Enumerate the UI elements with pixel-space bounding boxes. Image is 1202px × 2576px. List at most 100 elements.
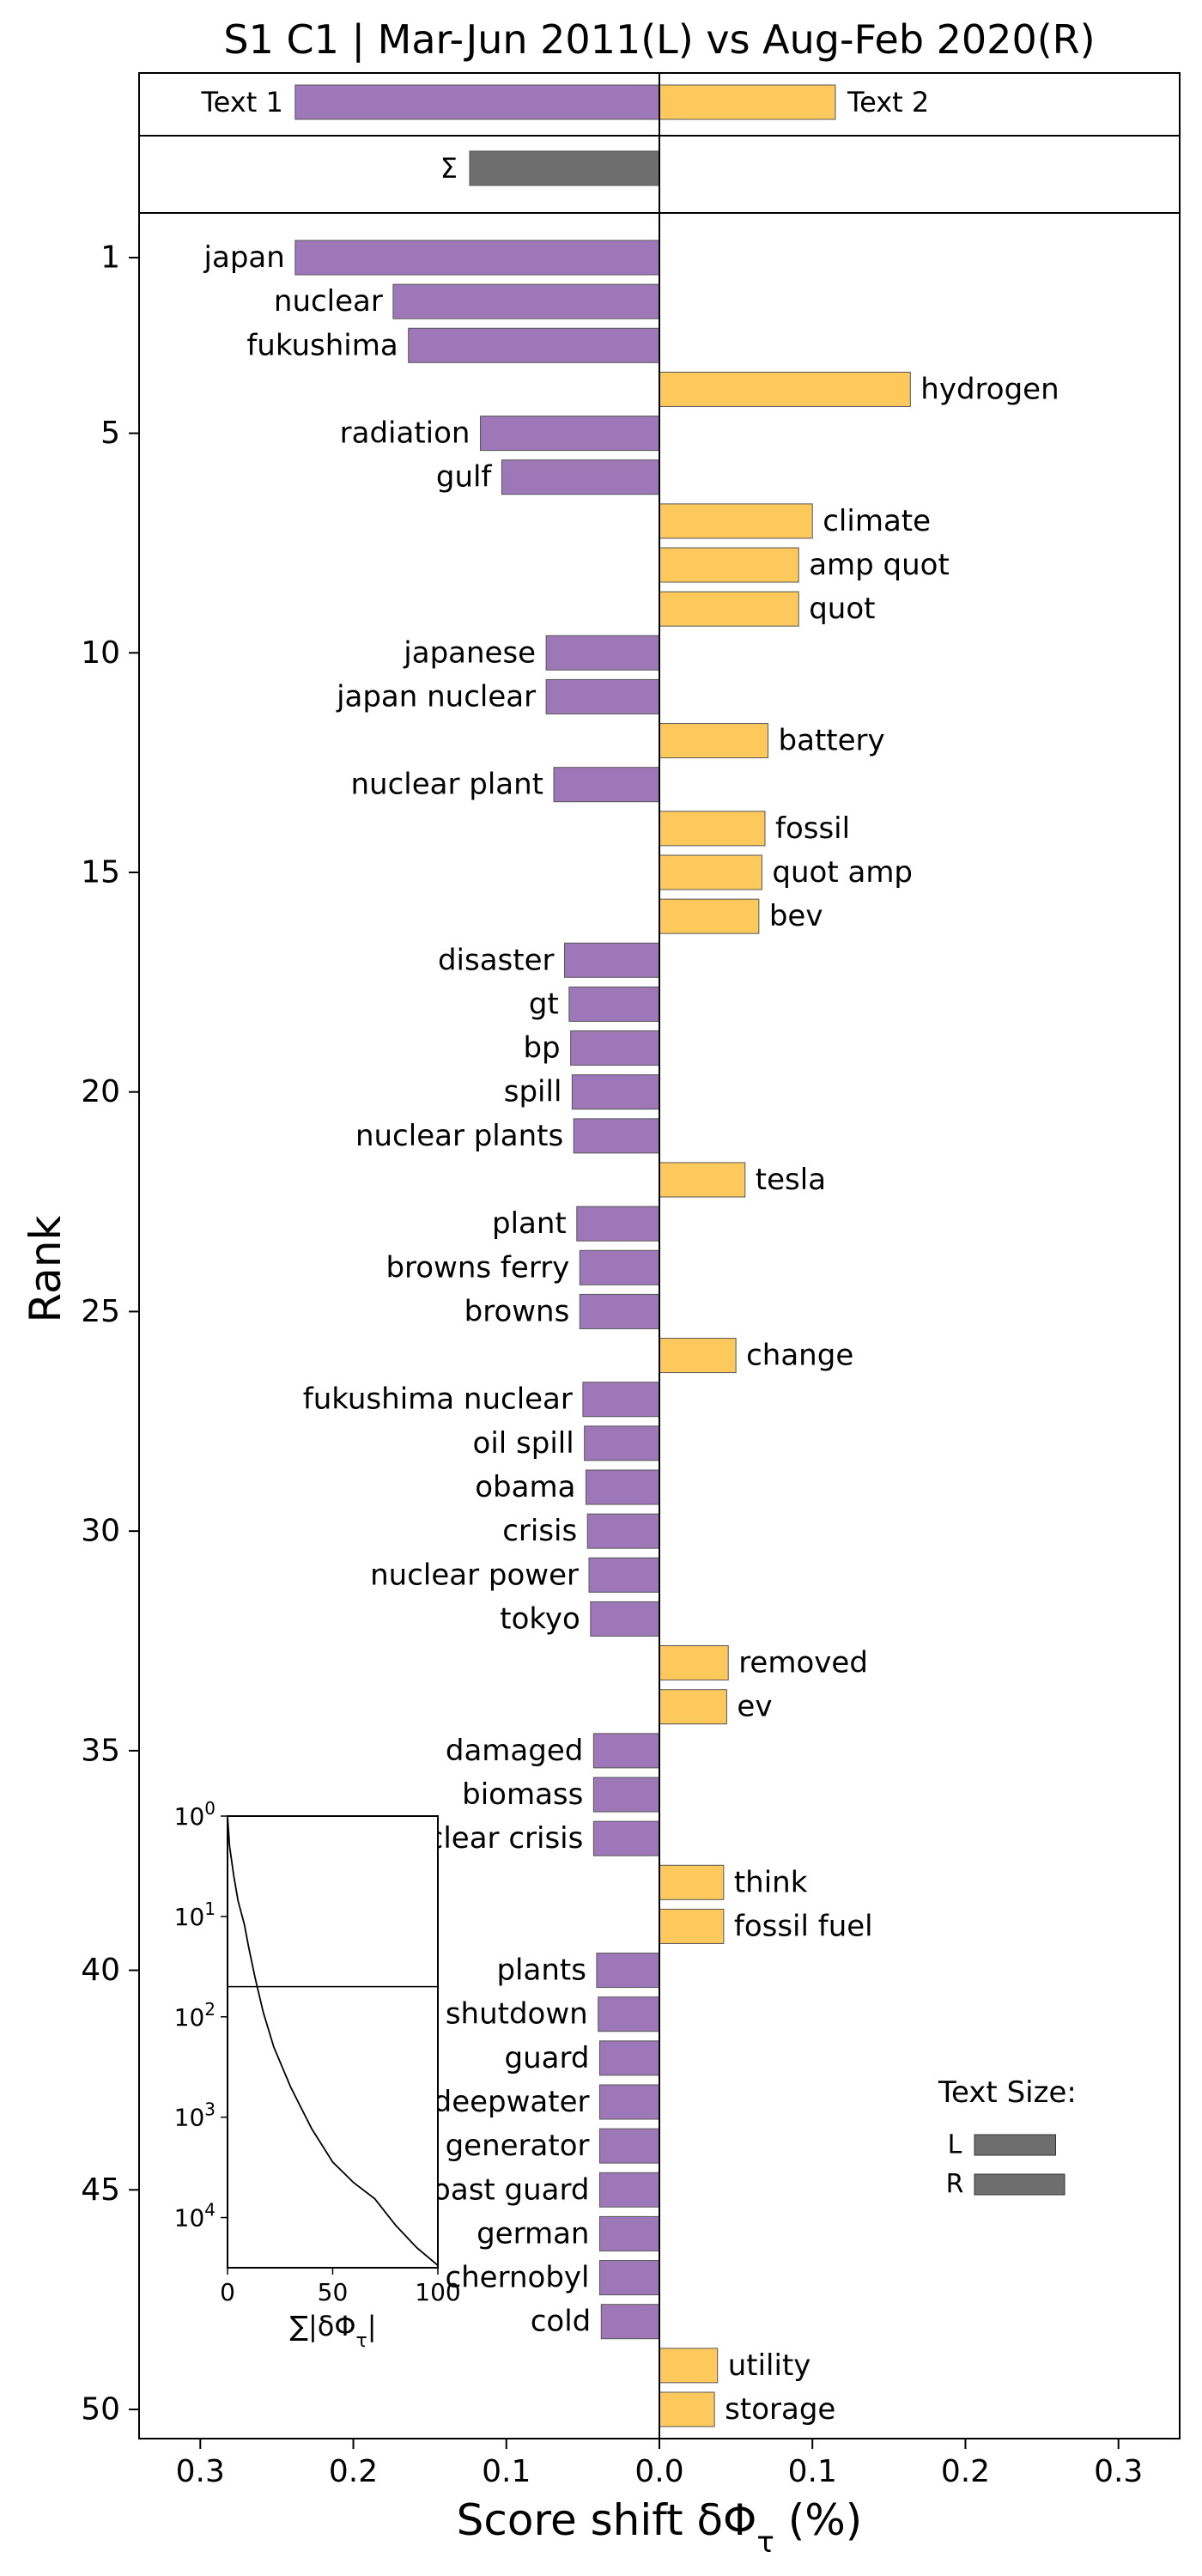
word-bar xyxy=(563,942,660,978)
inset-x-tick-label: 0 xyxy=(220,2278,235,2306)
word-bar xyxy=(392,283,660,319)
word-label: japan nuclear xyxy=(336,679,536,714)
word-label: gulf xyxy=(436,460,493,495)
word-label: hydrogen xyxy=(920,372,1059,406)
word-bar xyxy=(659,2348,719,2384)
inset-y-tick-label: 104 xyxy=(174,2200,216,2233)
word-label: quot amp xyxy=(772,855,913,890)
word-label: crisis xyxy=(502,1514,577,1548)
word-label: biomass xyxy=(462,1777,583,1812)
word-bar xyxy=(545,678,660,714)
word-bar xyxy=(598,2215,660,2251)
word-label: japanese xyxy=(403,635,536,670)
word-bar xyxy=(294,240,660,276)
word-bar xyxy=(598,2084,660,2120)
word-bar xyxy=(659,503,813,539)
word-bar xyxy=(579,1249,660,1285)
y-tick-label: 20 xyxy=(81,1074,120,1109)
word-bar xyxy=(584,1425,660,1461)
word-label: tokyo xyxy=(500,1601,580,1636)
word-bar xyxy=(598,2128,660,2164)
word-label: gt xyxy=(529,987,559,1021)
word-label: damaged xyxy=(446,1734,583,1768)
x-tick-label: 0.3 xyxy=(1094,2454,1143,2489)
y-tick-label: 40 xyxy=(81,1953,120,1988)
legend-title: Text Size: xyxy=(938,2075,1077,2110)
word-label: plants xyxy=(496,1953,586,1988)
word-bar xyxy=(545,635,660,671)
word-bar xyxy=(598,2260,660,2296)
word-label: think xyxy=(734,1865,808,1899)
word-label: guard xyxy=(505,2041,590,2075)
word-bar xyxy=(659,1338,737,1374)
word-bar xyxy=(588,1557,660,1593)
word-bar xyxy=(659,1645,729,1681)
word-label: battery xyxy=(779,724,885,758)
word-bar xyxy=(585,1469,660,1505)
y-tick-label: 25 xyxy=(81,1294,120,1329)
word-bar xyxy=(659,723,769,759)
x-tick-label: 0.0 xyxy=(634,2454,683,2489)
word-bar xyxy=(573,1118,660,1154)
word-label: coast guard xyxy=(416,2172,589,2207)
word-label: bp xyxy=(523,1031,560,1066)
word-label: plant xyxy=(492,1206,567,1241)
word-bar xyxy=(600,2304,660,2340)
sigma-label: Σ xyxy=(440,152,458,185)
word-bar xyxy=(579,1293,660,1329)
word-bar xyxy=(596,1953,660,1989)
x-axis-label: Score shift δΦτ (%) xyxy=(457,2495,863,2560)
word-label: storage xyxy=(725,2392,835,2427)
text1-bar xyxy=(294,84,660,120)
word-bar xyxy=(659,371,911,407)
text2-bar xyxy=(659,84,836,120)
word-bar xyxy=(576,1206,660,1242)
word-bar xyxy=(592,1820,660,1856)
word-bar xyxy=(553,767,660,803)
word-label: nuclear xyxy=(274,284,383,319)
word-label: oil spill xyxy=(473,1426,574,1461)
y-tick-label: 10 xyxy=(81,635,120,671)
legend-entry-label: L xyxy=(948,2130,962,2160)
legend-swatch xyxy=(974,2173,1065,2196)
word-bar xyxy=(659,547,799,583)
inset-curve xyxy=(227,1815,439,2266)
word-label: german xyxy=(477,2216,589,2251)
word-bar xyxy=(659,1162,746,1198)
word-bar xyxy=(592,1733,660,1769)
x-tick-label: 0.1 xyxy=(788,2454,837,2489)
y-tick-label: 15 xyxy=(81,855,120,890)
inset-x-tick-label: 50 xyxy=(318,2278,349,2306)
word-bar xyxy=(586,1513,660,1549)
word-label: radiation xyxy=(340,416,470,451)
word-bar xyxy=(590,1601,660,1637)
inset-xlabel: ∑|δΦτ| xyxy=(289,2310,376,2352)
word-bar xyxy=(501,459,660,495)
top-panel: Text 1 Text 2 Σ xyxy=(138,72,1181,214)
sigma-bar xyxy=(469,150,660,186)
word-label: fukushima nuclear xyxy=(303,1382,573,1417)
x-tick-label: 0.2 xyxy=(941,2454,990,2489)
word-bar xyxy=(582,1382,660,1418)
word-label: chernobyl xyxy=(445,2261,589,2295)
word-bar xyxy=(659,854,762,890)
word-label: cold xyxy=(531,2305,592,2339)
word-label: spill xyxy=(504,1075,562,1109)
word-label: browns xyxy=(464,1294,570,1328)
word-label: removed xyxy=(738,1646,868,1680)
word-label: tesla xyxy=(756,1163,826,1197)
word-bar xyxy=(571,1074,660,1110)
text1-label: Text 1 xyxy=(201,86,283,118)
word-bar xyxy=(598,2172,660,2208)
word-bar xyxy=(659,1908,725,1944)
inset-x-tick-label: 100 xyxy=(415,2278,460,2306)
inset-y-tick-label: 103 xyxy=(174,2099,216,2132)
word-bar xyxy=(568,986,660,1022)
y-axis-label: Rank xyxy=(21,1215,70,1322)
word-label: nuclear power xyxy=(370,1558,579,1592)
y-tick-label: 30 xyxy=(81,1514,120,1549)
legend-swatch xyxy=(974,2134,1056,2156)
word-label: quot xyxy=(809,592,875,626)
word-label: japan xyxy=(203,240,285,275)
